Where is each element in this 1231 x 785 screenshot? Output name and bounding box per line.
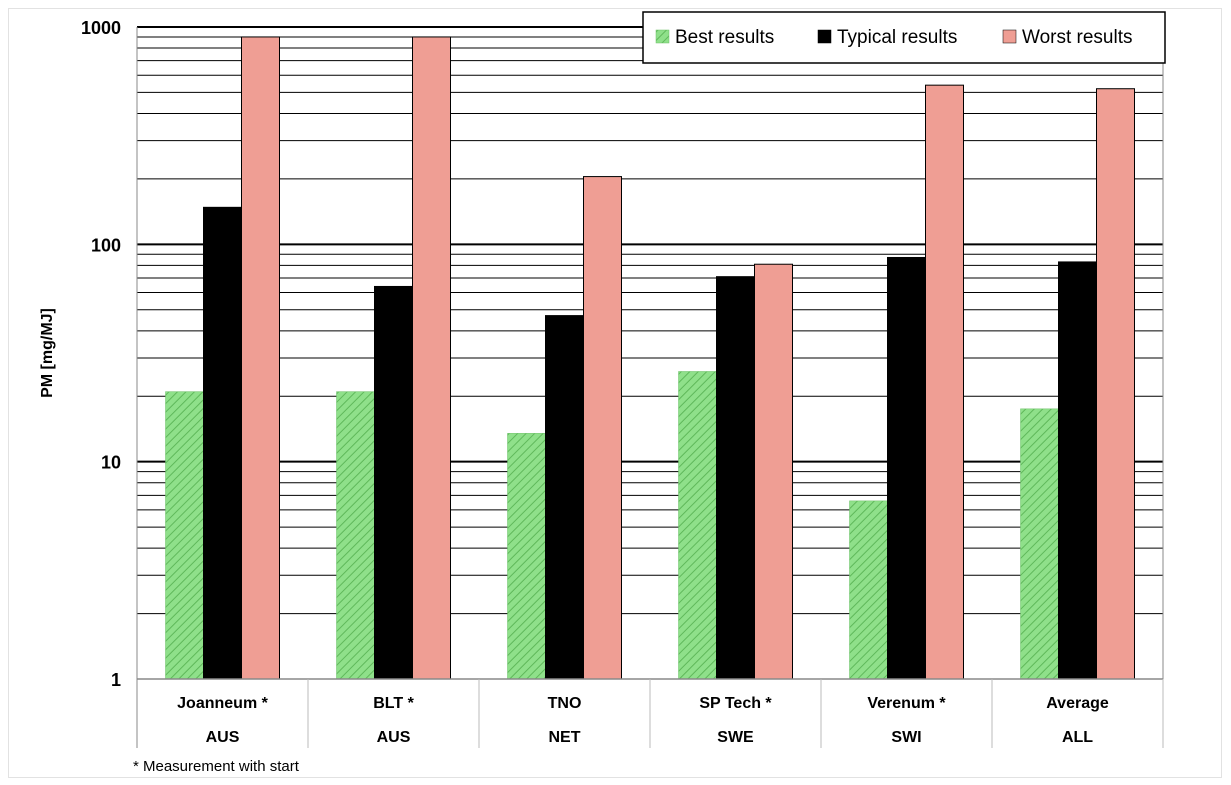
bar-best-results <box>336 391 375 680</box>
y-tick-label: 1 <box>111 670 121 690</box>
category-label: SP Tech * <box>699 695 772 712</box>
chart-frame <box>8 8 1222 778</box>
bar-typical-results <box>716 276 755 680</box>
bar-best-results <box>507 433 546 680</box>
category-label: Verenum * <box>867 695 946 712</box>
category-label: BLT * <box>373 695 414 712</box>
category-country-label: ALL <box>1062 729 1093 746</box>
labels: 1 10 100 1000 PM [mg/MJ] Joanneum * AUS BLT * AU… <box>39 18 1109 775</box>
category-country-label: NET <box>549 729 581 746</box>
footnote: * Measurement with start <box>133 758 300 775</box>
bar-worst-results <box>1096 88 1135 680</box>
y-tick-label: 1000 <box>81 18 121 38</box>
category-label: TNO <box>548 695 582 712</box>
y-tick-label: 10 <box>101 453 121 473</box>
bar-worst-results <box>754 263 793 680</box>
y-tick-label: 100 <box>91 235 121 255</box>
gridlines <box>137 26 1163 615</box>
category-country-label: AUS <box>377 729 411 746</box>
bar-worst-results <box>925 84 964 680</box>
bar-best-results <box>1020 408 1059 680</box>
bar-best-results <box>678 371 717 680</box>
category-country-label: SWI <box>891 729 921 746</box>
legend-label: Best results <box>675 27 774 48</box>
legend-label: Typical results <box>837 27 957 48</box>
bar-typical-results <box>1058 261 1097 680</box>
bars <box>165 36 1135 680</box>
axes <box>136 27 1164 748</box>
category-label: Joanneum * <box>177 695 268 712</box>
legend: Best results Typical results Worst results <box>642 11 1166 64</box>
bar-typical-results <box>545 315 584 680</box>
bar-worst-results <box>583 176 622 680</box>
legend-swatch <box>817 29 832 44</box>
bar-worst-results <box>241 36 280 680</box>
legend-label: Worst results <box>1022 27 1133 48</box>
legend-swatch <box>655 29 670 44</box>
bar-best-results <box>849 500 888 680</box>
legend-box <box>642 11 1166 64</box>
category-country-label: SWE <box>717 729 754 746</box>
category-country-label: AUS <box>206 729 240 746</box>
bar-typical-results <box>203 206 242 680</box>
y-axis-title: PM [mg/MJ] <box>39 308 56 398</box>
bar-best-results <box>165 391 204 680</box>
legend-swatch <box>1002 29 1017 44</box>
bar-worst-results <box>412 36 451 680</box>
category-label: Average <box>1046 695 1109 712</box>
bar-typical-results <box>374 285 413 680</box>
bar-typical-results <box>887 256 926 680</box>
